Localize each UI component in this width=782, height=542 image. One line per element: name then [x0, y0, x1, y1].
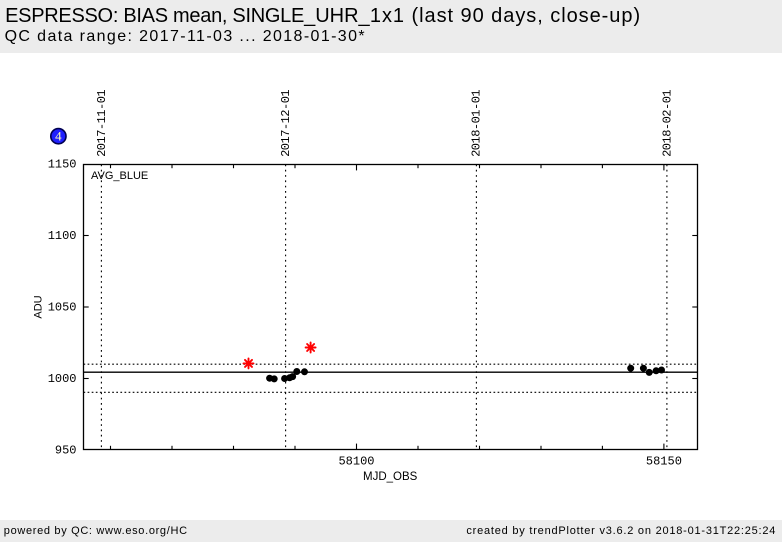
svg-text:1150: 1150: [48, 158, 77, 172]
svg-text:1050: 1050: [48, 301, 77, 315]
svg-text:1100: 1100: [48, 229, 77, 243]
svg-text:AVG_BLUE: AVG_BLUE: [91, 170, 148, 182]
svg-text:ADU: ADU: [33, 295, 45, 318]
svg-text:1000: 1000: [48, 372, 77, 386]
svg-text:58150: 58150: [646, 454, 682, 468]
svg-text:2018-02-01: 2018-02-01: [660, 90, 674, 157]
svg-text:4: 4: [55, 129, 62, 144]
svg-text:2018-01-01: 2018-01-01: [469, 90, 483, 157]
svg-text:2017-12-01: 2017-12-01: [279, 90, 293, 157]
svg-text:2017-11-01: 2017-11-01: [95, 90, 109, 157]
svg-text:58100: 58100: [338, 454, 374, 468]
svg-text:MJD_OBS: MJD_OBS: [363, 471, 418, 483]
svg-text:950: 950: [55, 444, 77, 458]
